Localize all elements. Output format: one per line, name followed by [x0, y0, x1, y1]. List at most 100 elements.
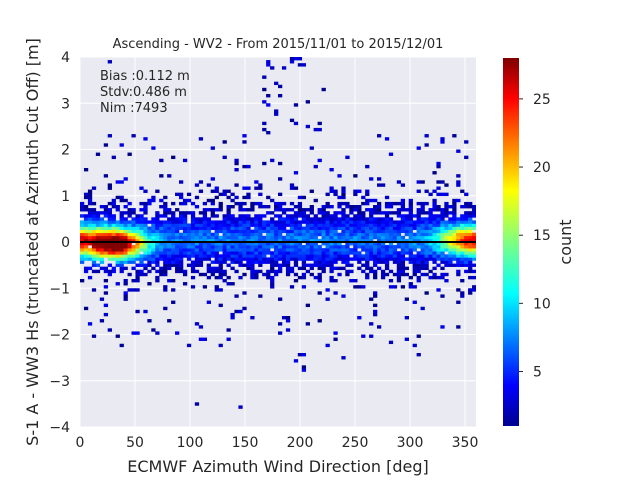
- heatmap-cell: [131, 251, 136, 255]
- heatmap-cell: [194, 195, 200, 200]
- heatmap-cell: [293, 103, 299, 107]
- heatmap-cell: [345, 226, 350, 230]
- heatmap-cell: [444, 245, 449, 249]
- heatmap-cell: [175, 263, 180, 267]
- heatmap-cell: [456, 226, 461, 230]
- heatmap-cell: [369, 334, 374, 338]
- heatmap-cell: [222, 220, 227, 224]
- heatmap-cell: [107, 183, 112, 187]
- heatmap-cell: [464, 251, 469, 255]
- heatmap-cell: [83, 226, 89, 230]
- heatmap-cell: [460, 220, 465, 224]
- heatmap-cell: [412, 223, 417, 227]
- heatmap-cell: [317, 226, 322, 230]
- heatmap-cell: [206, 242, 211, 246]
- heatmap-cell: [87, 266, 93, 271]
- heatmap-cell: [305, 245, 310, 249]
- heatmap-cell: [396, 220, 402, 224]
- heatmap-cell: [412, 248, 417, 252]
- heatmap-cell: [305, 269, 310, 274]
- heatmap-cell: [369, 297, 374, 301]
- heatmap-cell: [214, 235, 219, 240]
- heatmap-cell: [159, 205, 164, 209]
- heatmap-cell: [353, 238, 358, 243]
- heatmap-cell: [147, 242, 152, 246]
- heatmap-cell: [349, 257, 354, 261]
- heatmap-cell: [234, 168, 239, 172]
- heatmap-cell: [103, 226, 109, 230]
- heatmap-cell: [325, 257, 330, 261]
- heatmap-cell: [369, 269, 374, 274]
- heatmap-cell: [194, 402, 200, 406]
- y-tick-label: 4: [61, 50, 70, 66]
- heatmap-cell: [424, 220, 429, 224]
- heatmap-cell: [436, 161, 441, 166]
- heatmap-cell: [400, 217, 406, 221]
- heatmap-cell: [266, 205, 271, 209]
- heatmap-cell: [468, 201, 473, 206]
- heatmap-cell: [440, 242, 445, 246]
- heatmap-cell: [262, 254, 267, 258]
- heatmap-cell: [99, 260, 105, 264]
- heatmap-cell: [412, 242, 417, 246]
- heatmap-cell: [436, 251, 441, 255]
- heatmap-cell: [313, 164, 318, 169]
- heatmap-cell: [139, 248, 144, 252]
- heatmap-cell: [119, 229, 124, 234]
- heatmap-cell: [377, 325, 382, 329]
- heatmap-cell: [171, 254, 176, 258]
- heatmap-cell: [234, 238, 239, 243]
- heatmap-cell: [329, 186, 334, 190]
- heatmap-cell: [254, 235, 259, 240]
- heatmap-cell: [345, 220, 350, 224]
- heatmap-cell: [436, 226, 441, 230]
- heatmap-cell: [262, 220, 267, 224]
- heatmap-cell: [99, 257, 105, 261]
- heatmap-cell: [246, 266, 251, 271]
- heatmap-cell: [317, 127, 322, 132]
- heatmap-cell: [258, 251, 263, 255]
- heatmap-cell: [194, 248, 200, 252]
- heatmap-cell: [163, 232, 168, 237]
- heatmap-cell: [309, 146, 314, 150]
- heatmap-cell: [321, 260, 326, 264]
- heatmap-cell: [115, 235, 120, 240]
- heatmap-cell: [155, 226, 160, 230]
- heatmap-cell: [416, 251, 421, 255]
- heatmap-cell: [167, 232, 172, 237]
- heatmap-cell: [293, 223, 299, 227]
- heatmap-cell: [182, 272, 188, 277]
- heatmap-cell: [135, 263, 140, 267]
- heatmap-cell: [83, 192, 89, 197]
- heatmap-cell: [103, 235, 109, 240]
- heatmap-cell: [131, 223, 136, 227]
- heatmap-cell: [242, 164, 247, 169]
- heatmap-cell: [218, 245, 223, 249]
- heatmap-cell: [182, 217, 188, 221]
- heatmap-cell: [230, 282, 235, 286]
- heatmap-cell: [420, 235, 425, 240]
- heatmap-cell: [317, 223, 322, 227]
- heatmap-cell: [400, 260, 406, 264]
- heatmap-cell: [293, 226, 299, 230]
- heatmap-cell: [175, 245, 180, 249]
- heatmap-cell: [135, 226, 140, 230]
- heatmap-cell: [321, 232, 326, 237]
- heatmap-cell: [246, 208, 251, 212]
- heatmap-cell: [111, 217, 116, 221]
- heatmap-cell: [444, 238, 449, 243]
- heatmap-cell: [107, 223, 112, 227]
- heatmap-cell: [412, 272, 417, 277]
- heatmap-cell: [182, 198, 188, 203]
- heatmap-cell: [266, 235, 271, 240]
- heatmap-cell: [151, 146, 156, 150]
- heatmap-cell: [262, 121, 267, 126]
- heatmap-cell: [95, 245, 101, 249]
- heatmap-cell: [226, 189, 231, 193]
- heatmap-cell: [377, 242, 382, 246]
- heatmap-cell: [420, 180, 425, 184]
- heatmap-cell: [83, 223, 89, 227]
- heatmap-cell: [345, 232, 350, 237]
- heatmap-cell: [270, 257, 275, 261]
- heatmap-cell: [384, 251, 390, 255]
